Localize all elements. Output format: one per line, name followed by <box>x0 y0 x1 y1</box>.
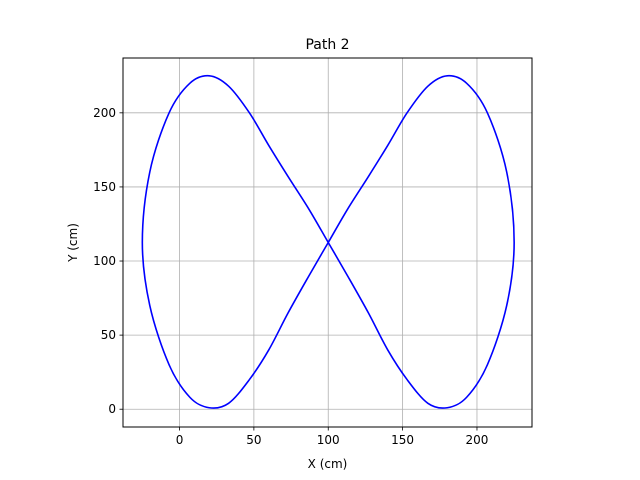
y-axis-label: Y (cm) <box>66 223 80 263</box>
x-tick-label: 100 <box>317 433 340 447</box>
x-tick-label: 200 <box>466 433 489 447</box>
y-axis-ticks: 0 50 100 150 200 <box>93 106 123 416</box>
chart-title: Path 2 <box>305 37 349 53</box>
y-tick-label: 50 <box>101 328 116 342</box>
x-tick-label: 0 <box>176 433 184 447</box>
series-line <box>141 74 515 409</box>
y-tick-label: 0 <box>108 402 116 416</box>
y-tick-label: 150 <box>93 180 116 194</box>
y-tick-label: 100 <box>93 254 116 268</box>
grid-lines-y <box>123 112 532 410</box>
x-axis-label: X (cm) <box>308 457 348 471</box>
x-tick-label: 50 <box>246 433 261 447</box>
x-tick-label: 150 <box>391 433 414 447</box>
x-axis-ticks: 0 50 100 150 200 <box>176 427 489 447</box>
plot-frame <box>122 57 533 428</box>
series-layer <box>141 74 515 409</box>
y-tick-label: 200 <box>93 106 116 120</box>
